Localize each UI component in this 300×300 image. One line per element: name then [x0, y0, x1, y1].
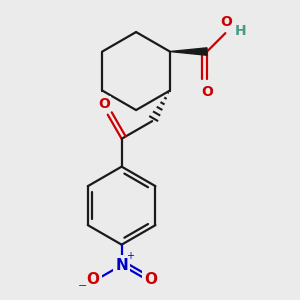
Text: −: − — [78, 281, 87, 292]
Text: H: H — [234, 24, 246, 38]
Text: O: O — [98, 97, 110, 111]
Text: O: O — [220, 15, 232, 29]
Text: N: N — [115, 258, 128, 273]
Text: +: + — [126, 251, 134, 261]
Polygon shape — [170, 48, 207, 55]
Text: O: O — [144, 272, 157, 286]
Text: O: O — [201, 85, 213, 99]
Text: O: O — [86, 272, 99, 286]
